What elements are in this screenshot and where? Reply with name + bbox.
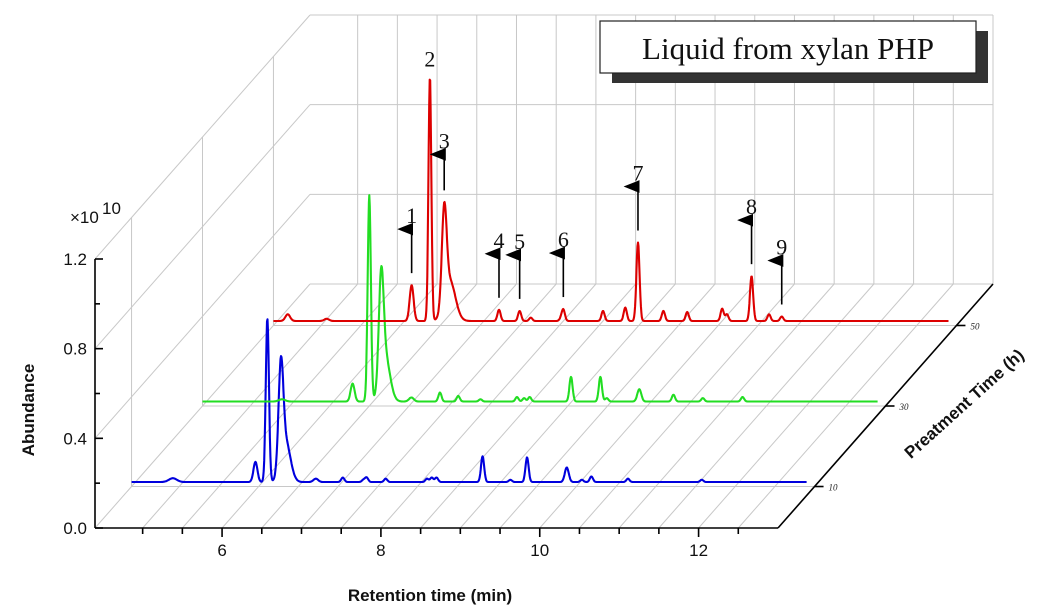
y-scale-multiplier: ×10 10 xyxy=(70,199,121,227)
peak-label-2: 2 xyxy=(424,47,435,72)
series-traces xyxy=(130,78,950,484)
grid-lines xyxy=(94,14,994,529)
peak-label-6: 6 xyxy=(558,227,569,252)
y-tick-label: 0.4 xyxy=(63,429,87,448)
y-scale-multiplier-exponent: 10 xyxy=(102,199,121,218)
y-tick-label: 0.0 xyxy=(63,519,87,538)
title-box: Liquid from xylan PHP xyxy=(599,20,988,83)
peak-label-9: 9 xyxy=(776,235,787,260)
chart-title: Liquid from xylan PHP xyxy=(642,31,934,66)
z-axis-title: Preatment Time (h) xyxy=(901,345,1028,462)
y-scale-multiplier-base: ×10 xyxy=(70,208,99,227)
y-tick-label: 0.8 xyxy=(63,340,87,359)
peak-label-4: 4 xyxy=(493,228,504,253)
title-box-frame xyxy=(599,20,977,74)
peak-label-7: 7 xyxy=(632,161,643,186)
peak-label-3: 3 xyxy=(439,128,450,153)
z-tick-label: 50 xyxy=(970,321,980,331)
z-tick-label: 10 xyxy=(829,483,839,493)
x-tick-label: 12 xyxy=(689,541,708,560)
series-line-50 xyxy=(272,78,950,323)
z-tick-label: 30 xyxy=(899,402,910,412)
x-axis-title: Retention time (min) xyxy=(348,586,512,605)
series-line-30 xyxy=(201,194,879,403)
x-tick-label: 6 xyxy=(217,541,226,560)
series-line-10 xyxy=(130,318,808,484)
y-axis-title: Abundance xyxy=(19,364,38,457)
x-tick-label: 10 xyxy=(530,541,549,560)
peak-label-1: 1 xyxy=(406,203,417,228)
x-tick-label: 8 xyxy=(376,541,385,560)
peak-label-5: 5 xyxy=(514,229,525,254)
y-tick-label: 1.2 xyxy=(63,250,87,269)
axes: 0.0 0.4 0.8 1.2 6 8 10 12 10 30 50 xyxy=(63,250,994,560)
peak-label-8: 8 xyxy=(746,194,757,219)
